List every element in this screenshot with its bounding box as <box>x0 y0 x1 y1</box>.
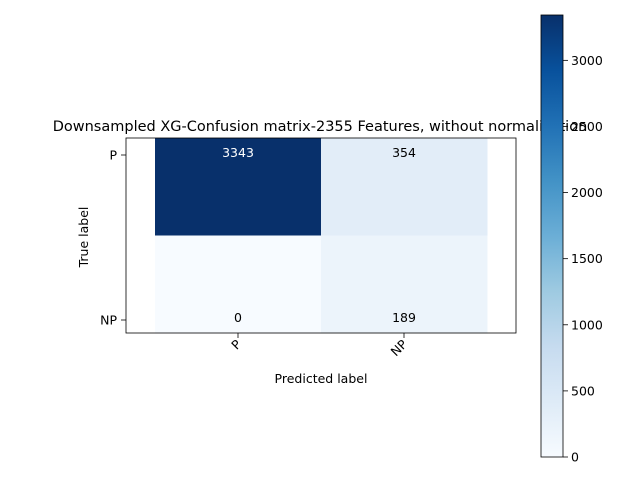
cell-value-label: 354 <box>392 145 416 160</box>
colorbar <box>540 14 564 458</box>
heatmap-cells: 3343 354 0 189 <box>155 138 488 334</box>
y-axis-label: True label <box>76 207 91 269</box>
cell-value-label: 0 <box>234 310 242 325</box>
colorbar-tick-label: 2000 <box>571 185 603 200</box>
heatmap-cell-p-p <box>155 138 322 236</box>
colorbar-tick-label: 2500 <box>571 119 603 134</box>
x-tick-label: P <box>228 336 244 352</box>
colorbar-tick-label: 1000 <box>571 317 603 332</box>
heatmap-cell-p-np <box>321 138 488 236</box>
heatmap-cell-np-p <box>155 235 322 334</box>
axes-frame <box>125 137 517 334</box>
cell-value-label: 189 <box>392 310 416 325</box>
y-tick-label: P <box>109 148 117 163</box>
colorbar-ticks: 0 500 1000 1500 2000 2500 3000 <box>563 53 603 465</box>
colorbar-tick-label: 500 <box>571 383 595 398</box>
colorbar-tick-label: 1500 <box>571 251 603 266</box>
heatmap-cell-np-np <box>321 235 488 334</box>
cell-value-label: 3343 <box>222 145 254 160</box>
x-axis-label: Predicted label <box>275 371 368 386</box>
y-tick-label: NP <box>100 313 117 328</box>
colorbar-tick-label: 0 <box>571 450 579 465</box>
chart-title: Downsampled XG-Confusion matrix-2355 Fea… <box>53 119 588 135</box>
x-tick-label: NP <box>388 336 411 359</box>
colorbar-tick-label: 3000 <box>571 53 603 68</box>
